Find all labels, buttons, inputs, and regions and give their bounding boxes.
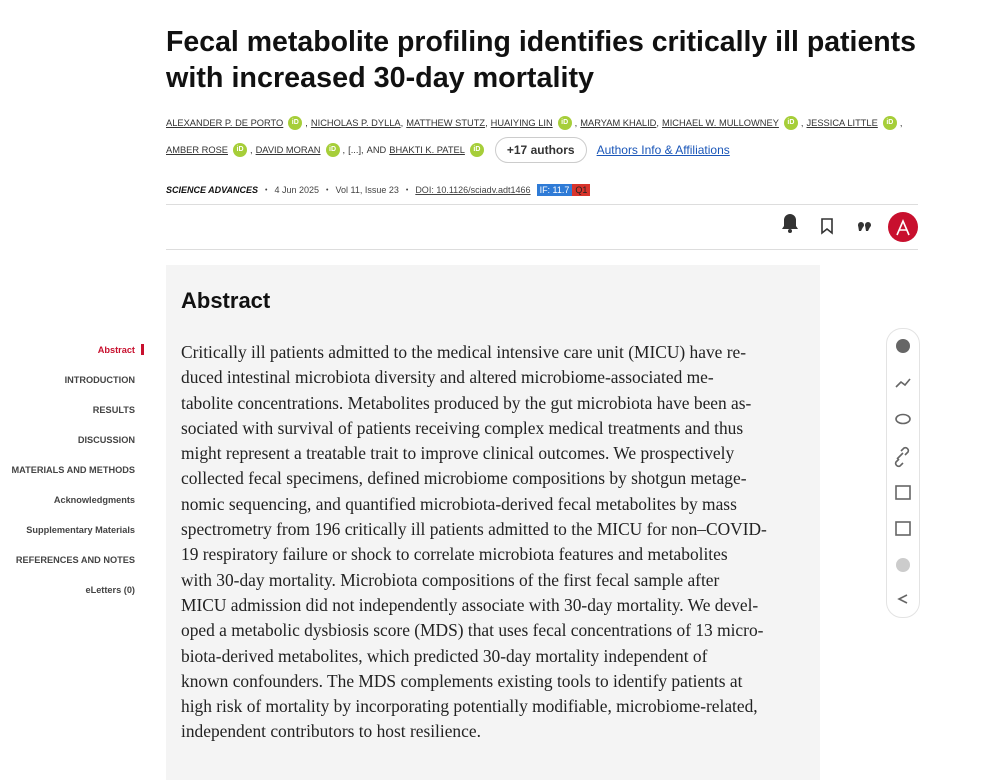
- share-icon[interactable]: [897, 594, 908, 604]
- divider: [166, 204, 918, 205]
- abstract-line: spectrometry from 196 critically ill pat…: [181, 519, 767, 540]
- journal[interactable]: SCIENCE ADVANCES: [166, 185, 259, 195]
- affiliations-link[interactable]: Authors Info & Affiliations: [596, 143, 730, 157]
- abstract-line: duced intestinal microbiota diversity an…: [181, 367, 714, 388]
- ellipsis: [...]: [348, 145, 362, 155]
- nav-item[interactable]: INTRODUCTION: [64, 375, 135, 385]
- abstract-line: 19 respiratory failure or shock to corre…: [181, 544, 728, 565]
- abstract-line: biota-derived metabolites, which predict…: [181, 645, 708, 666]
- separator: ,: [800, 118, 804, 128]
- abstract-line: collected fecal specimens, defined micro…: [181, 468, 747, 489]
- abstract-line: independent contributors to host resilie…: [181, 721, 481, 742]
- author-name[interactable]: MARYAM KHALID: [580, 118, 657, 128]
- separator: ,: [656, 118, 659, 128]
- abstract-line: with 30-day mortality. Microbiota compos…: [181, 569, 720, 590]
- author-name[interactable]: MATTHEW STUTZ: [406, 118, 486, 128]
- divider: [166, 249, 918, 250]
- dot: •: [265, 186, 268, 194]
- separator: ,: [342, 145, 346, 155]
- title-line: Fecal metabolite profiling identifies cr…: [166, 26, 916, 58]
- author-name[interactable]: NICHOLAS P. DYLLA: [310, 118, 401, 128]
- author-name[interactable]: AMBER ROSE: [166, 145, 228, 155]
- quartile: Q1: [572, 184, 591, 196]
- doi[interactable]: DOI: 10.1126/sciadv.adt1466: [415, 185, 531, 195]
- abstract-line: oped a metabolic dysbiosis score (MDS) t…: [181, 620, 764, 641]
- nav-item[interactable]: RESULTS: [92, 405, 135, 415]
- author-name[interactable]: DAVID MORAN: [255, 145, 321, 155]
- separator: ,: [305, 118, 308, 128]
- abstract-line: high risk of mortality by incorporating …: [181, 696, 758, 717]
- view-icon[interactable]: [895, 413, 911, 425]
- abstract-heading: Abstract: [181, 288, 271, 313]
- nav-item[interactable]: REFERENCES AND NOTES: [15, 555, 135, 565]
- separator: ,: [250, 145, 253, 155]
- separator: ,: [400, 118, 404, 128]
- figures-icon[interactable]: [895, 485, 911, 500]
- orcid-icon[interactable]: iD: [783, 116, 798, 130]
- date: 4 Jun 2025: [274, 185, 320, 195]
- orcid-icon[interactable]: iD: [233, 143, 247, 157]
- abstract-line: might represent a treatable trait to imp…: [181, 443, 735, 464]
- author-name[interactable]: JESSICA LITTLE: [806, 118, 878, 128]
- abstract-text: Critically ill patients admitted to the …: [181, 340, 767, 745]
- nav-item[interactable]: DISCUSSION: [77, 435, 135, 445]
- bookmark-icon[interactable]: [821, 218, 833, 235]
- impact-factor: IF: 11.7: [536, 184, 573, 196]
- orcid-icon[interactable]: iD: [325, 143, 340, 157]
- abstract-line: MICU admission did not independently ass…: [181, 594, 759, 615]
- abstract-line: known confounders. The MDS complements e…: [181, 670, 743, 691]
- metrics-icon[interactable]: [895, 378, 911, 388]
- tables-icon[interactable]: [895, 521, 911, 536]
- author-list: ALEXANDER P. DE PORTO iD, NICHOLAS P. DYLL…: [166, 116, 921, 163]
- side-toolbar: [886, 328, 920, 618]
- orcid-icon[interactable]: iD: [469, 143, 484, 157]
- separator: ,: [485, 118, 488, 128]
- nav-item[interactable]: eLetters (0): [85, 585, 135, 595]
- dot: •: [326, 186, 329, 194]
- separator: ,: [574, 118, 578, 128]
- link-icon[interactable]: [894, 446, 910, 468]
- section-nav: Abstract INTRODUCTION RESULTS DISCUSSION MAT…: [0, 340, 144, 610]
- author-name[interactable]: HUAIYING LIN: [490, 118, 553, 128]
- cite-icon[interactable]: [858, 222, 871, 231]
- nav-item[interactable]: Acknowledgments: [53, 495, 135, 505]
- dot: •: [405, 186, 409, 194]
- author-name[interactable]: MICHAEL W. MULLOWNEY: [661, 118, 779, 128]
- author-name[interactable]: BHAKTI K. PATEL: [389, 145, 465, 155]
- abstract-line: sociated with survival of patients recei…: [181, 417, 744, 438]
- abstract-line: Critically ill patients admitted to the …: [181, 342, 747, 362]
- title-line: with increased 30-day mortality: [166, 62, 594, 94]
- issue[interactable]: Vol 11, Issue 23: [335, 185, 399, 195]
- author-name[interactable]: ALEXANDER P. DE PORTO: [166, 118, 284, 128]
- abstract-panel: [166, 265, 820, 780]
- toolbar-icons: [894, 339, 911, 604]
- conjunction: AND: [366, 145, 387, 155]
- nav-item[interactable]: Supplementary Materials: [26, 525, 135, 535]
- nav-item[interactable]: MATERIALS AND METHODS: [11, 465, 135, 475]
- orcid-icon[interactable]: iD: [288, 116, 303, 130]
- orcid-icon[interactable]: iD: [557, 116, 572, 130]
- title: Fecal metabolite profiling identifies cr…: [166, 26, 916, 94]
- abstract-line: nomic sequencing, and quantified microbi…: [181, 493, 737, 514]
- pdf-icon: [896, 218, 910, 236]
- nav-item[interactable]: Abstract: [0, 340, 144, 370]
- info-icon[interactable]: [896, 339, 910, 353]
- action-bar: [782, 212, 918, 242]
- orcid-icon[interactable]: iD: [882, 116, 897, 130]
- more-authors-button[interactable]: +17 authors: [494, 137, 587, 163]
- separator: ,: [361, 145, 364, 155]
- article-meta: SCIENCE ADVANCES • 4 Jun 2025 • Vol 11, …: [166, 184, 591, 196]
- pdf-button[interactable]: [888, 212, 918, 242]
- abstract-line: tabolite concentrations. Metabolites pro…: [181, 392, 752, 413]
- alert-icon[interactable]: [782, 214, 798, 233]
- media-icon[interactable]: [896, 558, 910, 572]
- separator: ,: [899, 118, 903, 128]
